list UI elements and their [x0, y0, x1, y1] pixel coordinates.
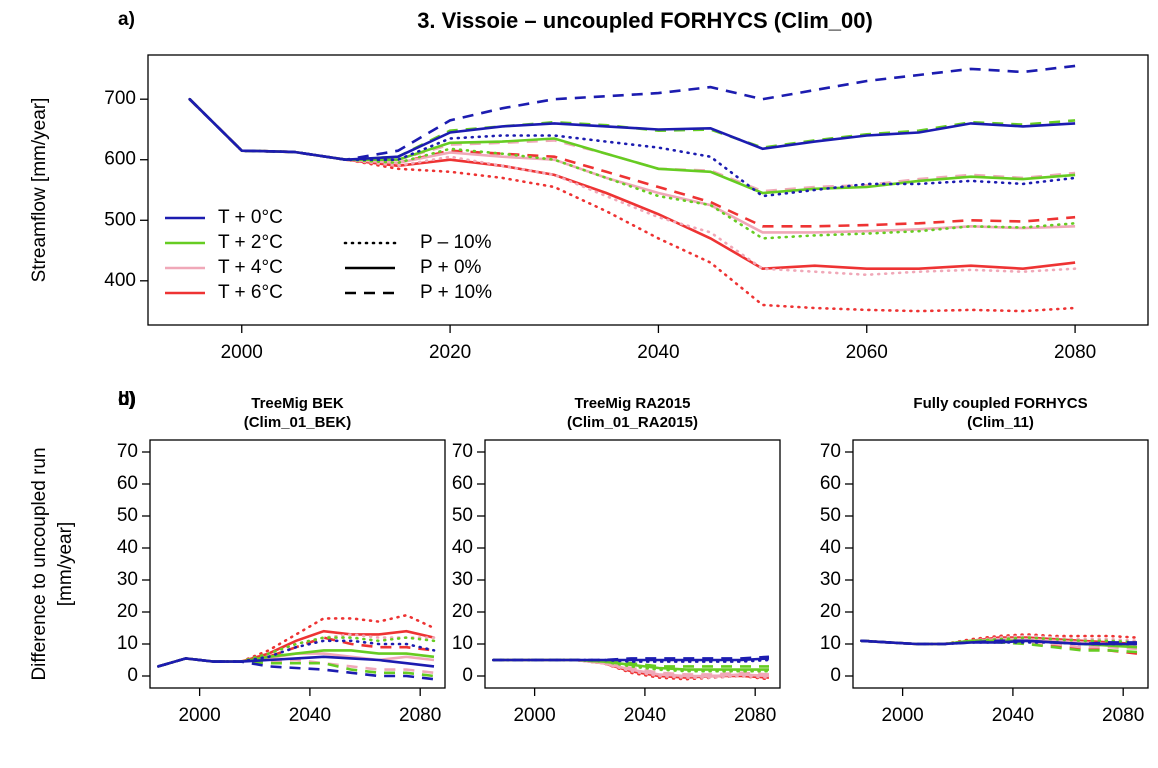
series-line [188, 97, 1077, 313]
legend-label: T + 4°C [218, 257, 283, 278]
series-line [188, 98, 1076, 162]
y-tick-label: 30 [452, 569, 473, 590]
panel-title: (Clim_01_RA2015) [567, 414, 698, 431]
y-tick-label: 10 [117, 633, 138, 654]
y-tick-label: 20 [452, 601, 473, 622]
y-tick-label: 0 [127, 665, 138, 686]
plot-frame [484, 439, 781, 689]
panel-title: (Clim_11) [967, 414, 1034, 431]
y-tick-label: 10 [452, 633, 473, 654]
x-tick-label: 2080 [1102, 705, 1144, 726]
panel-title: TreeMig BEK [251, 395, 344, 412]
chart-title: 3. Vissoie – uncoupled FORHYCS (Clim_00) [417, 8, 873, 33]
y-tick-label: 70 [117, 441, 138, 462]
legend-label: P – 10% [420, 232, 492, 253]
y-tick-label: 0 [462, 665, 473, 686]
series-line [188, 98, 1076, 193]
x-tick-label: 2080 [399, 705, 441, 726]
y-tick-label: 700 [104, 88, 136, 109]
y-tick-label: 50 [452, 505, 473, 526]
series-line [157, 639, 436, 668]
x-tick-label: 2040 [992, 705, 1034, 726]
x-tick-label: 2000 [221, 342, 263, 363]
y-tick-label: 70 [820, 441, 841, 462]
series-line [188, 98, 1076, 162]
series-line [157, 655, 435, 668]
series-line [860, 633, 1139, 646]
y-tick-label: 20 [820, 601, 841, 622]
y-tick-label: 40 [452, 537, 473, 558]
x-tick-label: 2000 [178, 705, 220, 726]
plot-frame [852, 439, 1149, 689]
x-tick-label: 2040 [624, 705, 666, 726]
y-tick-label: 400 [104, 270, 136, 291]
x-tick-label: 2000 [513, 705, 555, 726]
legend-label: P + 0% [420, 257, 482, 278]
y-tick-label: 60 [452, 473, 473, 494]
series-line [188, 98, 1076, 271]
series-line [188, 98, 1076, 234]
x-tick-label: 2020 [429, 342, 471, 363]
series-line [860, 634, 1139, 646]
y-tick-label: 30 [117, 569, 138, 590]
x-tick-label: 2040 [637, 342, 679, 363]
series-line [188, 64, 1076, 162]
series-line [493, 657, 770, 662]
plot-frame [149, 439, 446, 689]
series-line [492, 658, 771, 663]
panel-title: TreeMig RA2015 [575, 395, 691, 412]
y-tick-label: 10 [820, 633, 841, 654]
x-tick-label: 2060 [846, 342, 888, 363]
legend-label: P + 10% [420, 282, 492, 303]
x-tick-label: 2000 [881, 705, 923, 726]
x-tick-label: 2080 [1054, 342, 1096, 363]
series-line [492, 658, 771, 673]
y-tick-label: 60 [820, 473, 841, 494]
y-tick-label: 600 [104, 149, 136, 170]
panel-title: Fully coupled FORHYCS [913, 395, 1087, 412]
panel-label: a) [118, 9, 135, 30]
y-tick-label: 20 [117, 601, 138, 622]
y-axis-label: Difference to uncoupled run [29, 447, 50, 680]
series-line [188, 97, 1077, 198]
panel-label: c) [118, 389, 135, 410]
legend-label: T + 0°C [218, 207, 283, 228]
series-line [860, 636, 1139, 646]
plot-frame [147, 54, 1149, 326]
y-axis-label: Streamflow [mm/year] [29, 98, 50, 283]
y-tick-label: 0 [830, 665, 841, 686]
y-axis-label: [mm/year] [55, 522, 76, 606]
y-tick-label: 50 [117, 505, 138, 526]
y-tick-label: 40 [820, 537, 841, 558]
y-tick-label: 60 [117, 473, 138, 494]
y-tick-label: 500 [104, 209, 136, 230]
y-tick-label: 50 [820, 505, 841, 526]
y-tick-label: 70 [452, 441, 473, 462]
legend-label: T + 2°C [218, 232, 283, 253]
series-line [157, 636, 436, 668]
panel-label: b) [118, 389, 136, 410]
y-tick-label: 40 [117, 537, 138, 558]
panel-label: d) [118, 389, 136, 410]
series-line [492, 658, 771, 679]
x-tick-label: 2080 [734, 705, 776, 726]
legend-label: T + 6°C [218, 282, 283, 303]
x-tick-label: 2040 [289, 705, 331, 726]
series-line [860, 639, 1139, 646]
panel-title: (Clim_01_BEK) [244, 414, 352, 431]
series-line [188, 98, 1076, 228]
y-tick-label: 30 [820, 569, 841, 590]
series-line [188, 98, 1076, 195]
series-line [188, 97, 1077, 240]
series-line [188, 97, 1077, 277]
